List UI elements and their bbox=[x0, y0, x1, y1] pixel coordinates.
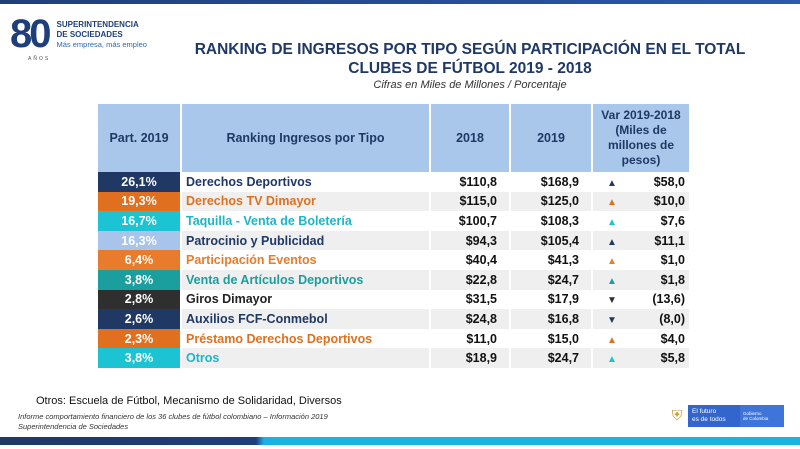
arrow-up-icon: ▲ bbox=[607, 275, 617, 287]
part-cell: 2,3% bbox=[98, 328, 182, 349]
variation-cell: ▲ $10,0 bbox=[592, 191, 691, 212]
table-row: 3,8% Otros $18,9 $24,7 ▲ $5,8 bbox=[98, 348, 691, 368]
arrow-up-icon: ▲ bbox=[607, 354, 617, 366]
variation-cell: ▼ (8,0) bbox=[592, 309, 691, 329]
arrow-up-icon: ▲ bbox=[607, 197, 617, 209]
header-var: Var 2019-2018 (Miles de millones de peso… bbox=[592, 104, 691, 172]
value-2018-cell: $100,7 bbox=[430, 211, 511, 231]
part-cell: 2,6% bbox=[98, 309, 182, 329]
part-cell: 6,4% bbox=[98, 250, 182, 270]
table-row: 2,6% Auxilios FCF-Conmebol $24,8 $16,8 ▼… bbox=[98, 309, 691, 329]
value-2019-cell: $108,3 bbox=[510, 211, 593, 231]
type-cell: Auxilios FCF-Conmebol bbox=[181, 309, 431, 329]
value-2019-cell: $24,7 bbox=[510, 269, 593, 290]
source: Informe comportamiento financiero de los… bbox=[18, 412, 328, 431]
type-cell: Derechos Deportivos bbox=[181, 172, 431, 192]
part-cell: 3,8% bbox=[98, 269, 182, 290]
arrow-up-icon: ▲ bbox=[607, 177, 617, 189]
value-2019-cell: $16,8 bbox=[510, 309, 593, 329]
footnote: Otros: Escuela de Fútbol, Mecanismo de S… bbox=[36, 395, 342, 407]
type-cell: Préstamo Derechos Deportivos bbox=[181, 328, 431, 349]
part-cell: 16,7% bbox=[98, 211, 182, 231]
value-2018-cell: $115,0 bbox=[430, 191, 511, 212]
header-part: Part. 2019 bbox=[98, 104, 182, 172]
type-cell: Otros bbox=[181, 348, 431, 368]
variation-cell: ▼ (13,6) bbox=[592, 289, 691, 310]
logo-line2: DE SOCIEDADES bbox=[56, 29, 123, 39]
part-cell: 2,8% bbox=[98, 289, 182, 310]
type-cell: Taquilla - Venta de Boletería bbox=[181, 211, 431, 231]
variation-cell: ▲ $5,8 bbox=[592, 348, 691, 368]
table-row: 2,3% Préstamo Derechos Deportivos $11,0 … bbox=[98, 328, 691, 349]
variation-cell: ▲ $1,8 bbox=[592, 269, 691, 290]
part-cell: 26,1% bbox=[98, 172, 182, 192]
top-bar bbox=[0, 0, 800, 4]
table-row: 16,3% Patrocinio y Publicidad $94,3 $105… bbox=[98, 230, 691, 251]
header-2019: 2019 bbox=[510, 104, 593, 172]
gobierno-logo: ⛨ El futuro es de todos Gobierno de Colomb… bbox=[666, 403, 798, 428]
type-cell: Derechos TV Dimayor bbox=[181, 191, 431, 212]
value-2019-cell: $168,9 bbox=[510, 172, 593, 192]
value-2018-cell: $18,9 bbox=[430, 348, 511, 368]
arrow-up-icon: ▲ bbox=[607, 256, 617, 268]
table-row: 2,8% Giros Dimayor $31,5 $17,9 ▼ (13,6) bbox=[98, 289, 691, 310]
part-cell: 3,8% bbox=[98, 348, 182, 368]
arrow-up-icon: ▲ bbox=[607, 334, 617, 346]
type-cell: Giros Dimayor bbox=[181, 289, 431, 310]
arrow-up-icon: ▲ bbox=[607, 236, 617, 248]
page-title: RANKING DE INGRESOS POR TIPO SEGÚN PARTI… bbox=[194, 41, 746, 77]
coat-of-arms-icon: ⛨ bbox=[671, 407, 683, 423]
table-row: 3,8% Venta de Artículos Deportivos $22,8… bbox=[98, 269, 691, 290]
value-2018-cell: $40,4 bbox=[430, 250, 511, 270]
table-row: 26,1% Derechos Deportivos $110,8 $168,9 … bbox=[98, 172, 691, 192]
type-cell: Participación Eventos bbox=[181, 250, 431, 270]
part-cell: 19,3% bbox=[98, 191, 182, 212]
arrow-down-icon: ▼ bbox=[607, 314, 617, 326]
ranking-table: Part. 2019 Ranking Ingresos por Tipo 201… bbox=[98, 104, 691, 368]
table-row: 19,3% Derechos TV Dimayor $115,0 $125,0 … bbox=[98, 191, 691, 212]
value-2019-cell: $17,9 bbox=[510, 289, 593, 310]
value-2019-cell: $24,7 bbox=[510, 348, 593, 368]
part-cell: 16,3% bbox=[98, 230, 182, 251]
value-2018-cell: $94,3 bbox=[430, 230, 511, 251]
value-2018-cell: $31,5 bbox=[430, 289, 511, 310]
header-2018: 2018 bbox=[430, 104, 511, 172]
type-cell: Patrocinio y Publicidad bbox=[181, 230, 431, 251]
table-row: 16,7% Taquilla - Venta de Boletería $100… bbox=[98, 211, 691, 231]
variation-cell: ▲ $7,6 bbox=[592, 211, 691, 231]
value-2019-cell: $41,3 bbox=[510, 250, 593, 270]
value-2019-cell: $125,0 bbox=[510, 191, 593, 212]
value-2018-cell: $22,8 bbox=[430, 269, 511, 290]
supersociedades-logo: 80 AÑOS SUPERINTENDENCIA DE SOCIEDADES Má… bbox=[10, 12, 147, 62]
value-2018-cell: $24,8 bbox=[430, 309, 511, 329]
bottom-bar bbox=[0, 437, 800, 445]
logo-tagline: Más empresa, más empleo bbox=[56, 39, 147, 49]
value-2019-cell: $105,4 bbox=[510, 230, 593, 251]
arrow-down-icon: ▼ bbox=[607, 295, 617, 307]
header-name: Ranking Ingresos por Tipo bbox=[181, 104, 431, 172]
variation-cell: ▲ $4,0 bbox=[592, 328, 691, 349]
value-2019-cell: $15,0 bbox=[510, 328, 593, 349]
page-subtitle: Cifras en Miles de Millones / Porcentaje bbox=[373, 79, 567, 91]
arrow-up-icon: ▲ bbox=[607, 216, 617, 228]
logo-80: 80 AÑOS bbox=[10, 12, 51, 62]
variation-cell: ▲ $11,1 bbox=[592, 230, 691, 251]
value-2018-cell: $11,0 bbox=[430, 328, 511, 349]
variation-cell: ▲ $1,0 bbox=[592, 250, 691, 270]
type-cell: Venta de Artículos Deportivos bbox=[181, 269, 431, 290]
logo-line1: SUPERINTENDENCIA bbox=[56, 19, 139, 29]
variation-cell: ▲ $58,0 bbox=[592, 172, 691, 192]
table-row: 6,4% Participación Eventos $40,4 $41,3 ▲… bbox=[98, 250, 691, 270]
value-2018-cell: $110,8 bbox=[430, 172, 511, 192]
